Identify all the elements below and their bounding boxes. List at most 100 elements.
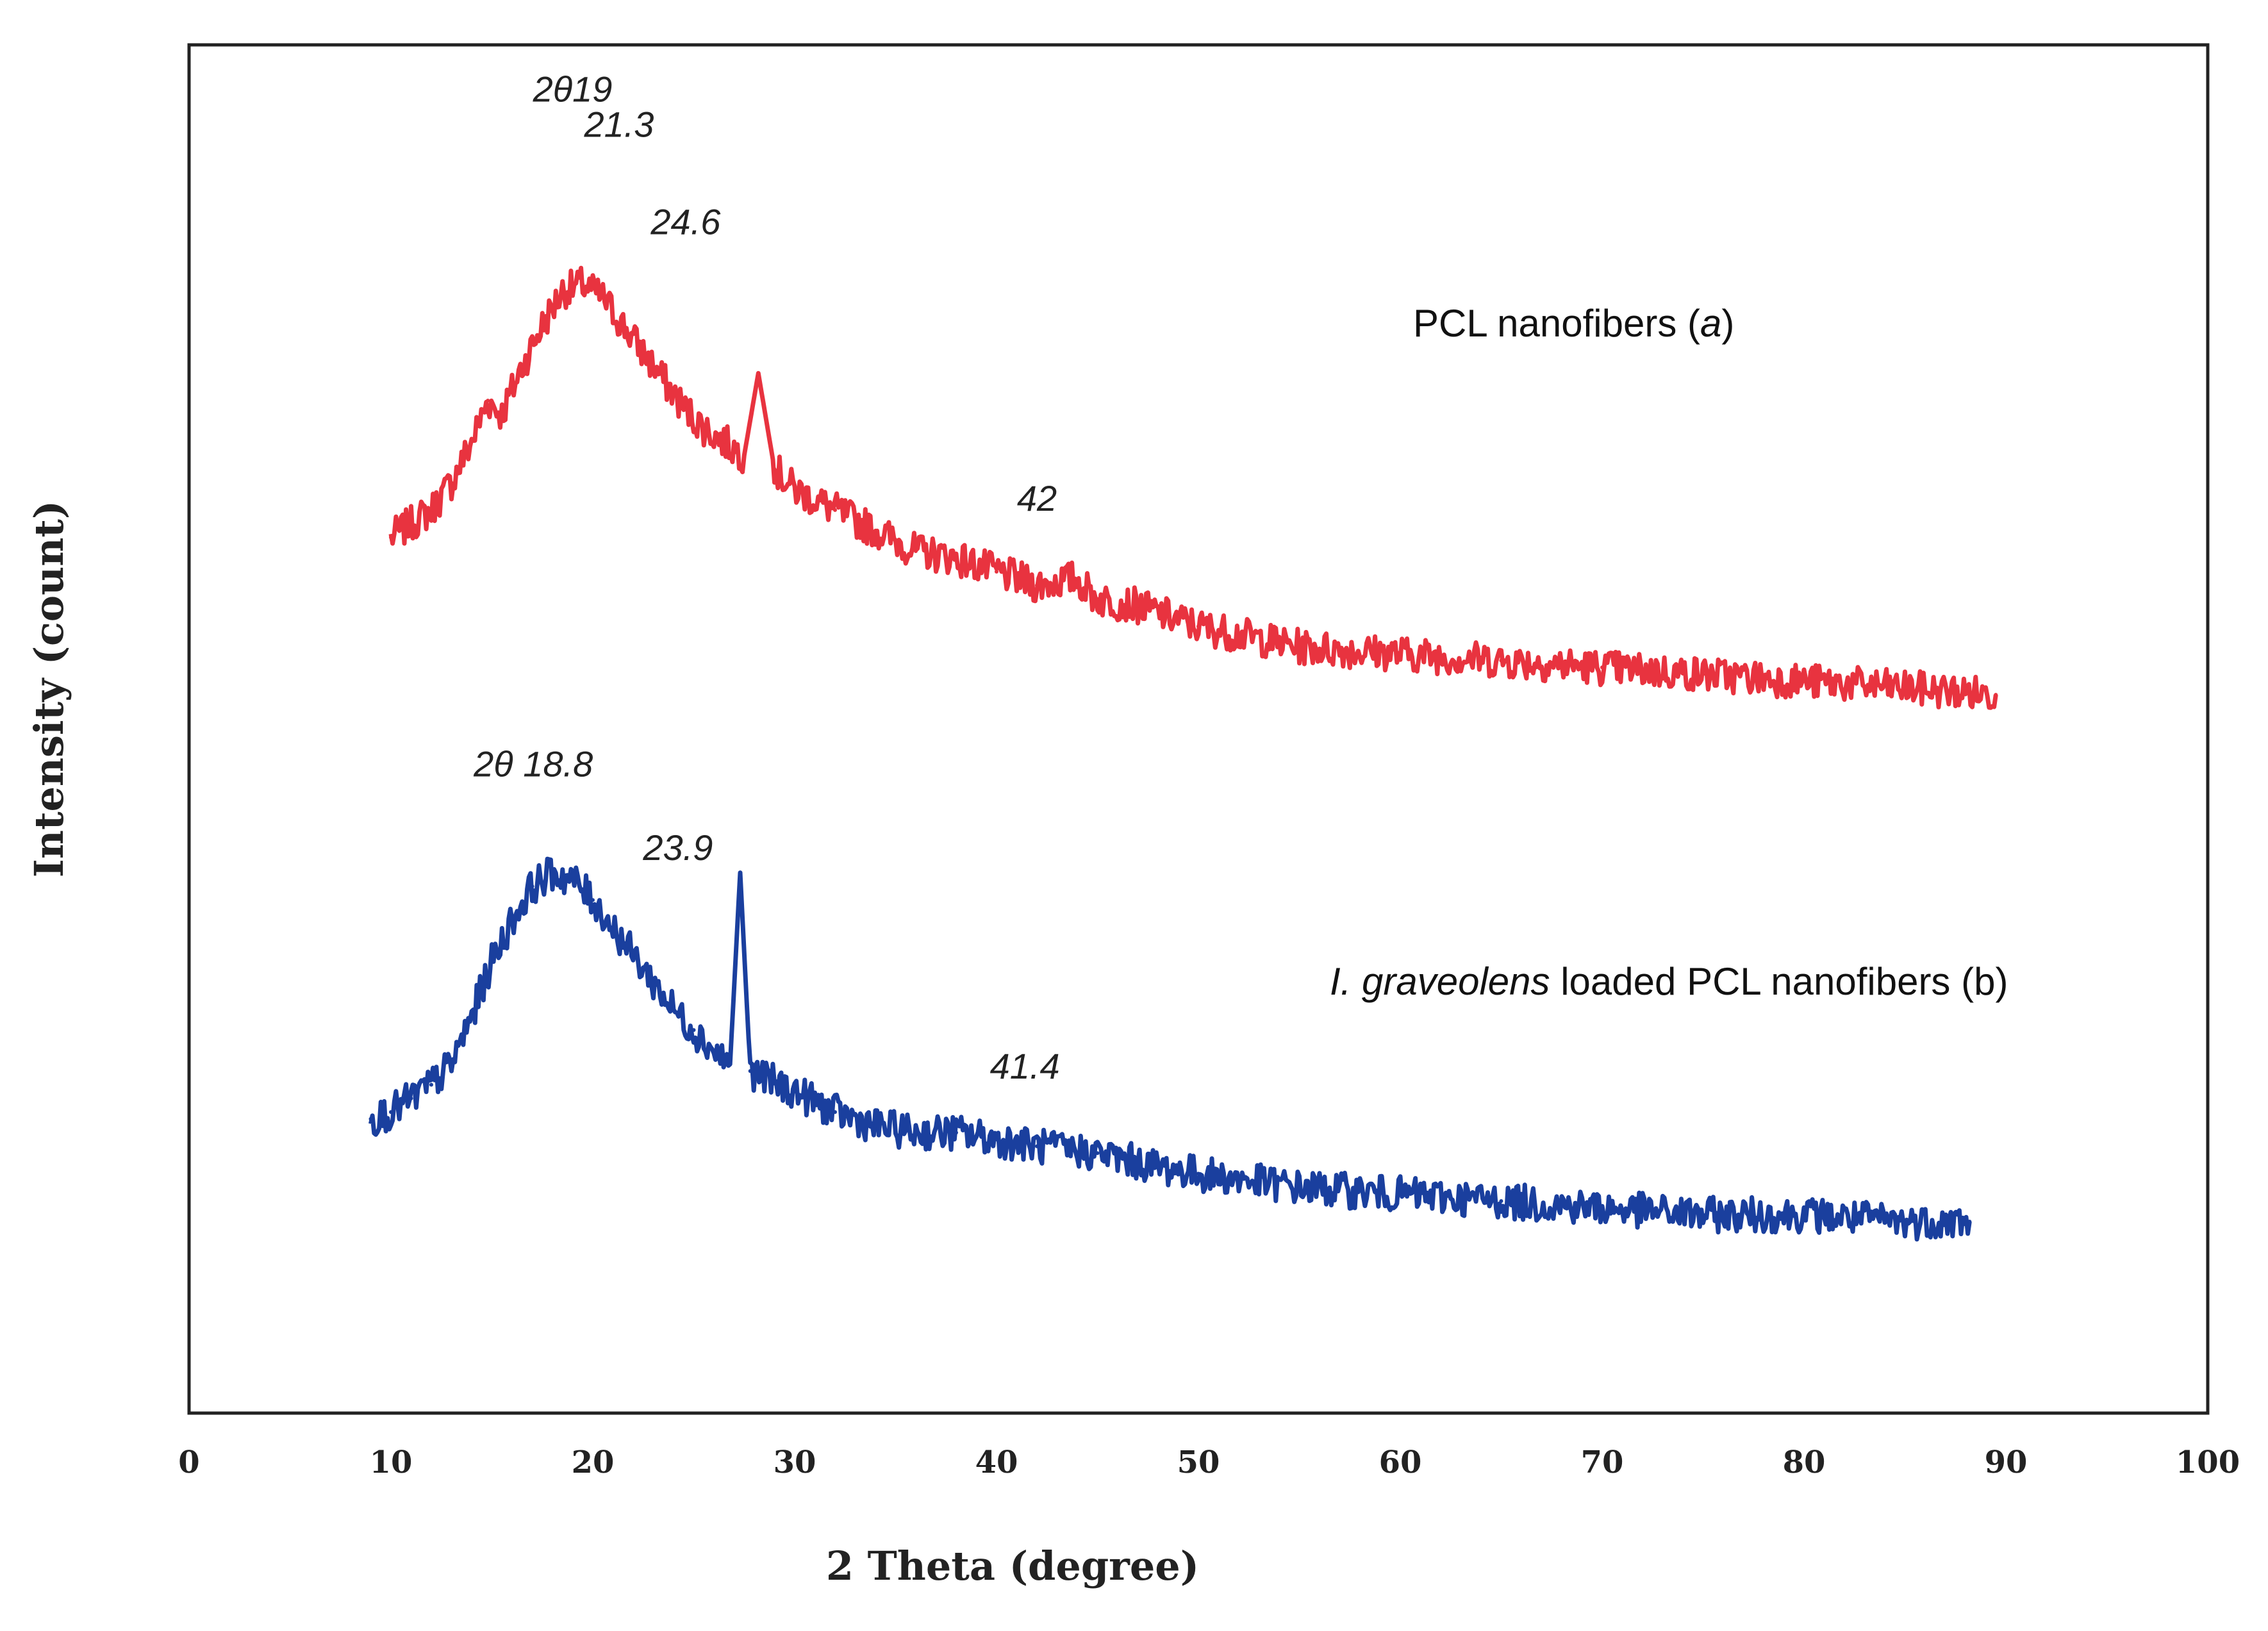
data-point <box>954 556 958 560</box>
data-point <box>490 959 494 964</box>
data-point <box>409 1096 413 1100</box>
data-point <box>762 1075 766 1080</box>
series-label-part: a <box>1700 302 1721 345</box>
data-point <box>1095 597 1100 601</box>
data-point <box>1802 1213 1806 1217</box>
data-point <box>1136 604 1140 608</box>
data-point <box>449 481 454 485</box>
x-tick-label-70: 70 <box>1581 1445 1624 1480</box>
data-point <box>793 1089 797 1094</box>
x-tick-label-30: 30 <box>774 1445 816 1480</box>
series-layer <box>368 265 1998 1242</box>
peak-label: 42 <box>1017 478 1057 518</box>
data-point <box>1398 652 1402 656</box>
data-point <box>1035 1144 1039 1148</box>
data-point <box>1994 693 1998 697</box>
data-point <box>728 1062 733 1066</box>
series-label-part: loaded PCL nanofibers (b) <box>1550 960 2008 1003</box>
data-point <box>500 412 504 417</box>
x-tick-label-0: 0 <box>178 1445 199 1480</box>
data-point <box>1095 1151 1100 1155</box>
data-point <box>1600 1205 1604 1210</box>
data-point <box>429 1082 433 1087</box>
data-point <box>1701 1213 1705 1217</box>
data-point <box>600 295 605 300</box>
data-point <box>1903 686 1907 690</box>
data-point <box>661 378 666 383</box>
data-point <box>631 952 635 957</box>
peak-label: 23.9 <box>642 827 713 868</box>
y-axis-title: Intensity (count) <box>26 501 72 878</box>
data-point <box>1297 1185 1302 1189</box>
x-tick-label-20: 20 <box>572 1445 615 1480</box>
data-point <box>914 549 918 553</box>
data-point <box>722 440 726 444</box>
data-point <box>1802 679 1806 683</box>
data-point <box>1499 1199 1503 1204</box>
x-tick-label-60: 60 <box>1379 1445 1422 1480</box>
data-point <box>793 487 797 492</box>
peak-label: 41.4 <box>990 1046 1060 1086</box>
data-point <box>742 453 747 458</box>
peak-label: 2θ19 <box>533 69 613 110</box>
plot-frame <box>187 43 2210 1415</box>
data-point <box>470 440 474 444</box>
data-point <box>486 399 490 403</box>
peak-label: 21.3 <box>583 104 654 145</box>
x-tick-label-90: 90 <box>1985 1445 2028 1480</box>
data-point <box>1499 658 1503 663</box>
series-label-graveolens: I. graveolens loaded PCL nanofibers (b) <box>1330 960 2008 1003</box>
x-tick-label-50: 50 <box>1177 1445 1220 1480</box>
data-point <box>748 1069 752 1073</box>
data-point <box>833 1110 837 1114</box>
data-point <box>1398 1192 1402 1196</box>
x-tick-label-40: 40 <box>975 1445 1018 1480</box>
data-point <box>570 877 575 882</box>
data-point <box>530 884 534 889</box>
data-point <box>873 528 877 533</box>
x-tick-label-10: 10 <box>370 1445 413 1480</box>
data-point <box>1701 672 1705 677</box>
data-point <box>1035 583 1039 588</box>
data-point <box>914 1130 918 1135</box>
series-label-pcl: PCL nanofibers (a) <box>1413 302 1734 345</box>
series-label-part: ) <box>1721 302 1734 345</box>
data-point <box>995 569 998 574</box>
data-point <box>641 351 645 355</box>
data-point <box>1297 645 1302 649</box>
data-point <box>581 282 585 286</box>
peak-label: 2θ 18.8 <box>473 744 593 784</box>
series-line <box>388 265 1998 710</box>
data-point <box>409 522 413 526</box>
data-point <box>712 1048 716 1053</box>
series-pcl <box>388 265 1998 710</box>
data-point <box>1196 1172 1200 1176</box>
data-point <box>550 870 554 875</box>
data-point <box>954 1130 958 1135</box>
x-tick-label-100: 100 <box>2176 1445 2240 1480</box>
data-point <box>1967 1220 1972 1224</box>
data-point <box>873 1123 877 1128</box>
data-point <box>520 364 524 368</box>
data-point <box>429 508 433 512</box>
data-point <box>1073 576 1077 581</box>
data-point <box>738 870 742 875</box>
data-point <box>1196 624 1200 629</box>
data-point <box>995 1138 998 1141</box>
data-point <box>510 918 514 923</box>
series-label-part: PCL nanofibers ( <box>1413 302 1700 345</box>
data-point <box>591 898 595 902</box>
data-point <box>611 925 615 930</box>
data-point <box>672 1007 675 1012</box>
x-axis-title: 2 Theta (degree) <box>826 1543 1199 1589</box>
data-point <box>449 1062 454 1066</box>
peak-label: 24.6 <box>650 201 721 242</box>
series-graveolens <box>368 856 1972 1242</box>
x-axis-ticks: 0 10 20 30 40 50 60 70 80 90 100 <box>178 1445 2240 1480</box>
series-label-part: I. graveolens <box>1330 960 1550 1003</box>
data-point <box>702 426 706 430</box>
data-point <box>833 508 837 512</box>
data-point <box>540 323 545 327</box>
